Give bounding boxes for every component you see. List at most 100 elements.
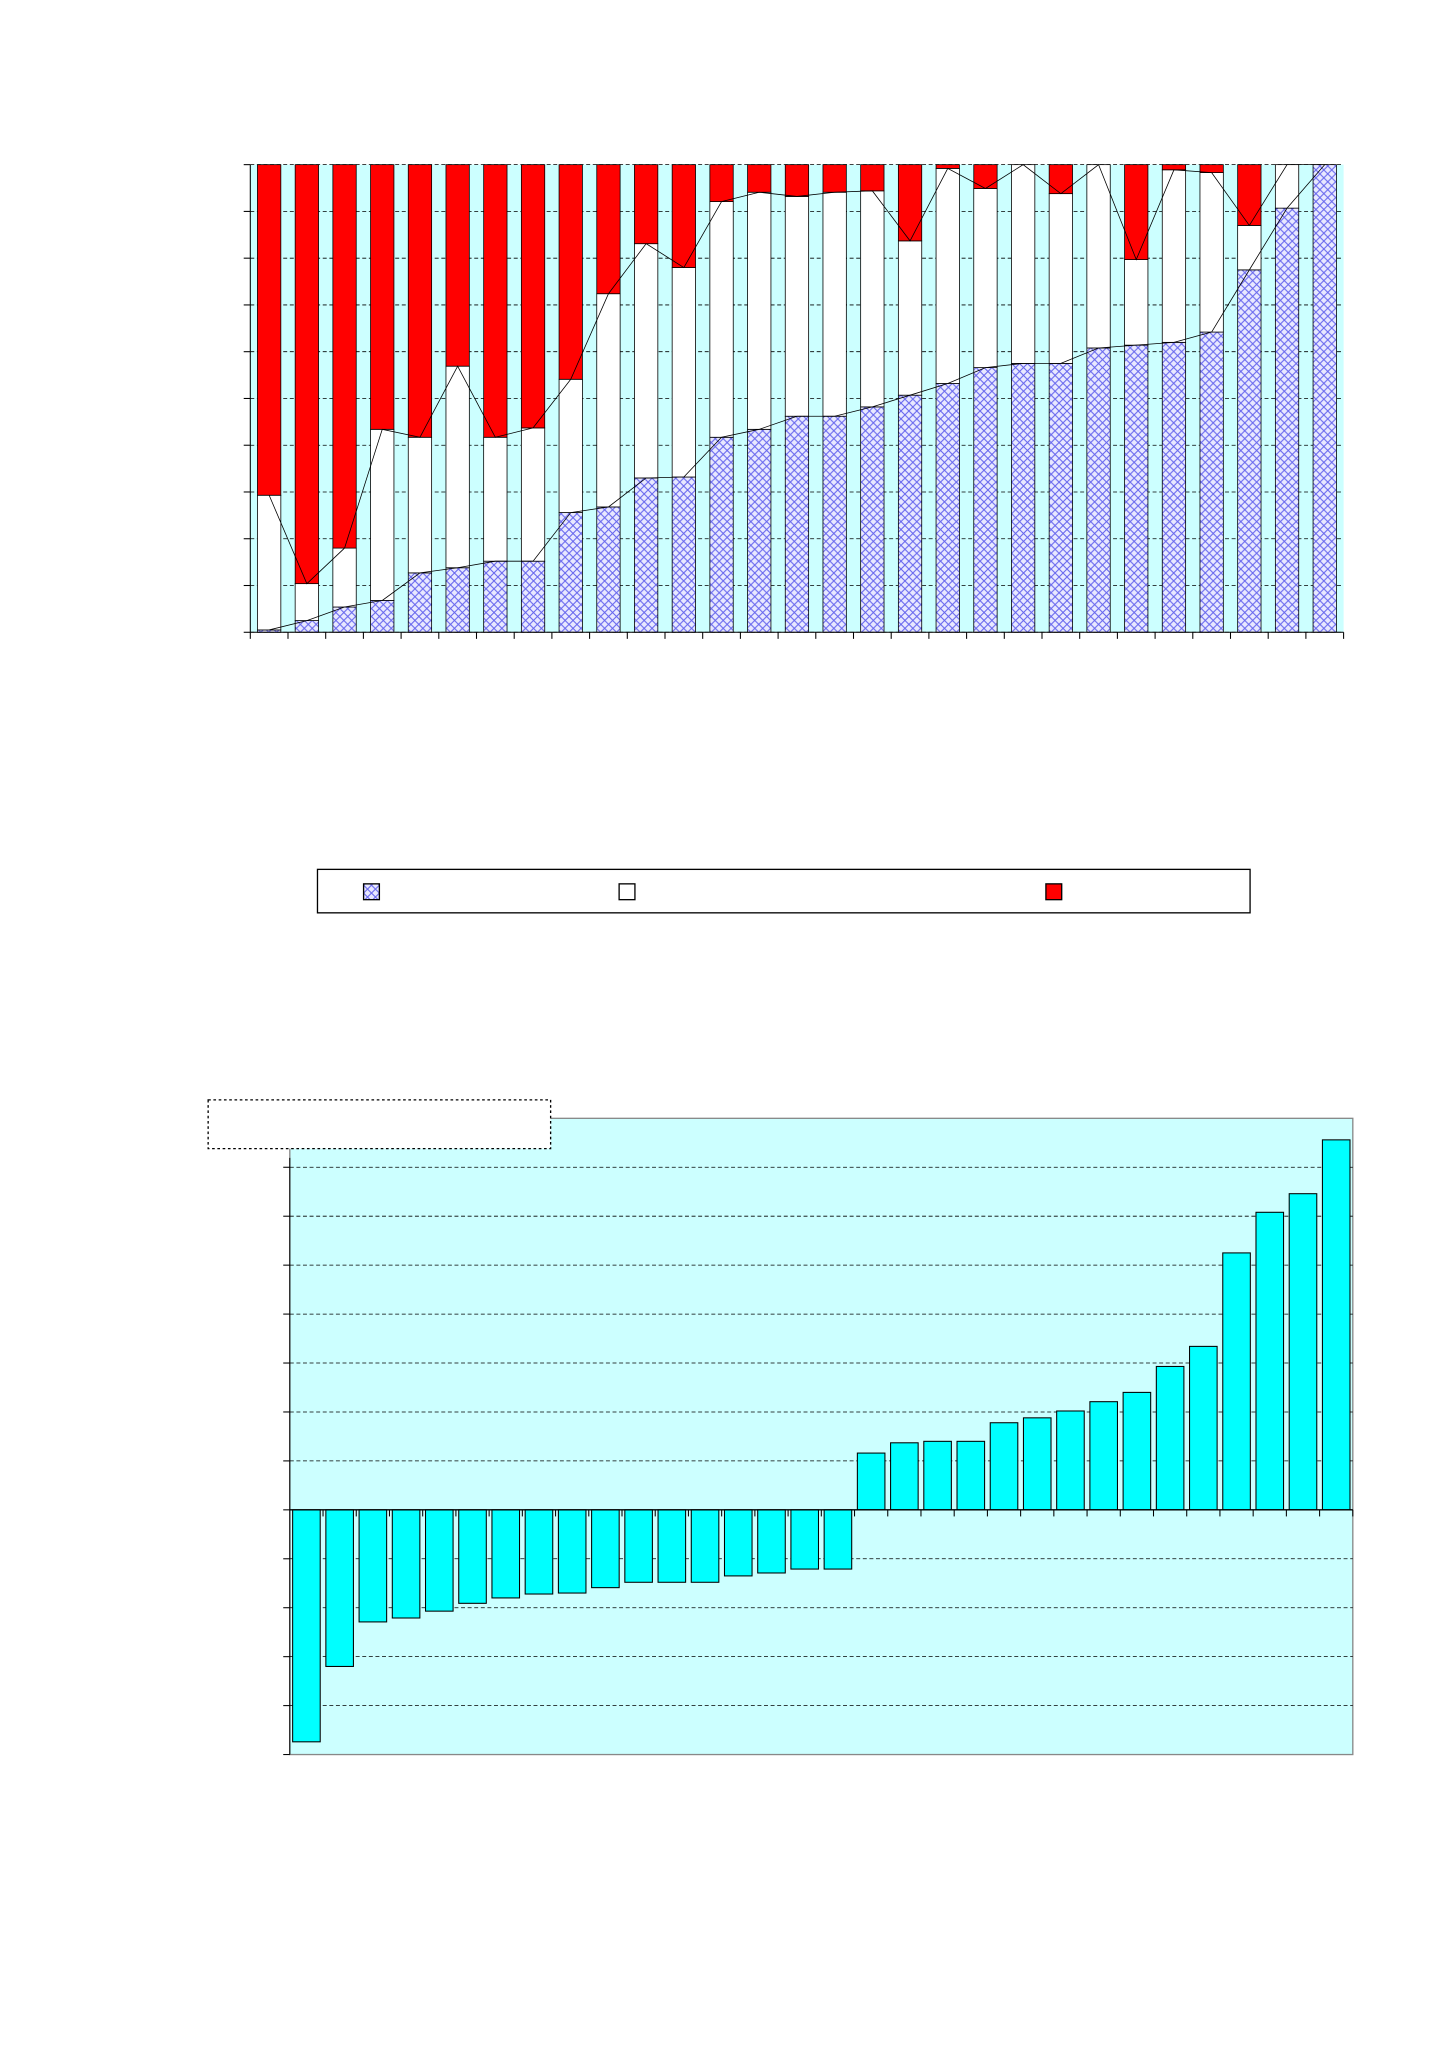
bar-segment: [1274, 207, 1300, 633]
bar-segment: [558, 512, 583, 633]
bar-segment: [1048, 193, 1073, 364]
bar-segment: [1124, 164, 1149, 260]
bar: [1022, 1417, 1052, 1511]
bar-segment: [370, 600, 395, 633]
bar: [790, 1509, 820, 1570]
bar-segment: [445, 164, 470, 367]
bar-segment: [596, 506, 621, 633]
bar-segment: [860, 406, 885, 633]
bar: [1056, 1410, 1085, 1511]
bar-segment: [897, 394, 923, 633]
bar-segment: [671, 164, 696, 268]
bar-segment: [483, 164, 508, 438]
bar-segment: [935, 383, 960, 633]
bar-segment: [747, 428, 772, 633]
bar-segment: [1048, 164, 1073, 195]
bar: [690, 1509, 720, 1583]
bar-segment: [1199, 164, 1224, 173]
bar-segment: [1237, 269, 1262, 633]
bar-segment: [671, 476, 696, 633]
bar-segment: [257, 494, 282, 631]
bar-segment: [596, 293, 621, 508]
legend-swatch: [1045, 883, 1063, 901]
bar-segment: [1237, 225, 1262, 271]
bar-segment: [1086, 164, 1111, 349]
bar-segment: [294, 164, 319, 585]
bar: [557, 1509, 587, 1594]
bar-segment: [1161, 169, 1187, 343]
bar-segment: [445, 567, 470, 633]
bar: [292, 1509, 321, 1743]
bar-segment: [483, 436, 508, 562]
bar-segment: [634, 477, 659, 633]
bar: [1122, 1391, 1152, 1511]
bar: [458, 1509, 487, 1604]
bar-segment: [407, 436, 433, 574]
bar-segment: [370, 164, 395, 430]
bar-segment: [1312, 164, 1337, 633]
bar-segment: [596, 164, 621, 295]
bar: [624, 1509, 653, 1583]
bar-segment: [332, 547, 357, 608]
bar-segment: [294, 583, 319, 621]
legend-box: [316, 868, 1251, 914]
bar-segment: [822, 415, 847, 633]
bar-segment: [634, 243, 659, 479]
bar: [391, 1509, 421, 1619]
bar-segment: [1161, 341, 1187, 633]
bar-segment: [860, 190, 885, 408]
bar: [989, 1422, 1019, 1511]
bar-segment: [784, 164, 810, 197]
bar: [1288, 1193, 1318, 1511]
bar: [923, 1440, 952, 1511]
bar-segment: [407, 572, 433, 633]
bar: [358, 1509, 388, 1623]
bar-segment: [973, 164, 998, 189]
bar-segment: [1237, 164, 1262, 226]
bar: [1189, 1345, 1218, 1511]
bar-segment: [1199, 331, 1224, 633]
bar-segment: [747, 164, 772, 193]
bar-segment: [1048, 362, 1073, 633]
bar: [890, 1442, 919, 1511]
bar: [424, 1509, 454, 1612]
bar: [723, 1509, 753, 1577]
bar: [524, 1509, 554, 1595]
bar-segment: [935, 167, 960, 384]
bar-segment: [558, 164, 583, 380]
bar-segment: [973, 188, 998, 368]
bar-segment: [784, 415, 810, 633]
bar-segment: [709, 164, 734, 202]
bar-segment: [747, 191, 772, 430]
bar: [657, 1509, 687, 1583]
bar: [1255, 1211, 1285, 1511]
bar: [757, 1509, 786, 1574]
bar-segment: [407, 164, 433, 438]
bar-segment: [558, 378, 583, 513]
bar-segment: [332, 164, 357, 549]
bar-segment: [483, 560, 508, 633]
bar-segment: [1011, 362, 1036, 633]
bar-segment: [1011, 164, 1036, 364]
bar-segment: [445, 365, 470, 569]
bar-segment: [1199, 172, 1224, 333]
bar-segment: [822, 191, 847, 417]
bar: [823, 1509, 853, 1570]
bar-segment: [671, 267, 696, 478]
bar: [325, 1509, 354, 1667]
legend-swatch: [362, 883, 381, 901]
bar-segment: [634, 164, 659, 245]
bar: [591, 1509, 620, 1589]
bar-segment: [520, 164, 546, 429]
bar-segment: [822, 164, 847, 193]
bar-segment: [784, 196, 810, 417]
bar-segment: [897, 240, 923, 396]
bar: [1222, 1252, 1251, 1511]
bar: [1155, 1365, 1185, 1511]
bar-segment: [709, 201, 734, 438]
bar: [856, 1452, 886, 1511]
bar-segment: [520, 427, 546, 562]
bar-segment: [973, 367, 998, 633]
bar-segment: [935, 164, 960, 169]
